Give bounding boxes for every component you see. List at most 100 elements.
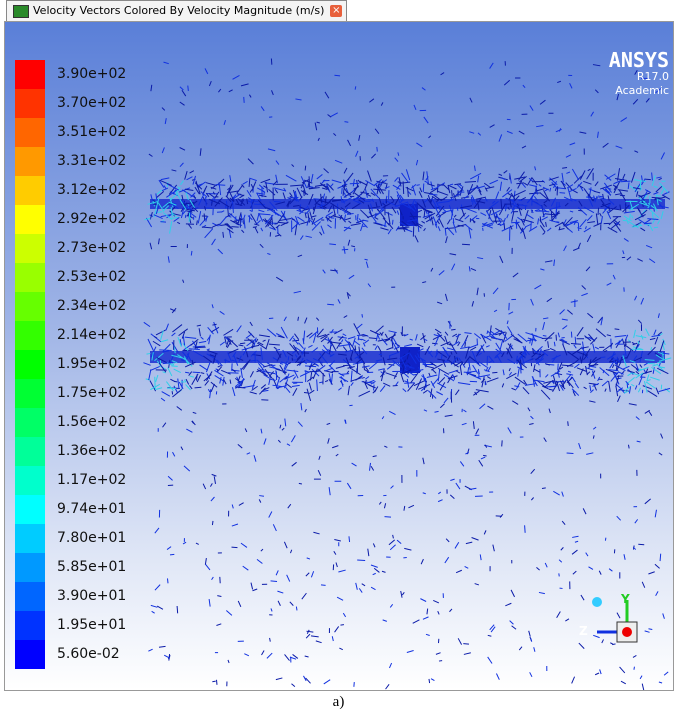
vector	[228, 212, 239, 222]
vector	[404, 380, 409, 383]
vector	[167, 655, 171, 659]
vector	[599, 212, 602, 217]
vector	[232, 351, 237, 358]
vector	[454, 542, 460, 549]
vector	[340, 215, 346, 223]
vector	[446, 355, 451, 362]
vector	[400, 331, 403, 337]
vector	[351, 245, 356, 248]
vector	[194, 186, 200, 195]
vector	[192, 411, 197, 414]
vector	[218, 88, 222, 93]
vector	[310, 173, 314, 182]
vector	[194, 341, 198, 349]
vector	[482, 221, 488, 226]
vector	[430, 678, 435, 682]
vector	[267, 208, 274, 211]
vector	[465, 207, 477, 214]
vector	[603, 182, 612, 193]
vector	[249, 209, 253, 213]
vector	[246, 189, 252, 198]
vector	[263, 374, 270, 379]
vector	[270, 608, 273, 612]
vector	[260, 178, 271, 184]
vector	[258, 194, 267, 198]
vector	[587, 168, 591, 172]
color-swatch	[15, 640, 45, 669]
vector	[424, 212, 436, 220]
colorbar-label: 3.31e+02	[57, 153, 127, 169]
vector	[434, 334, 441, 347]
vector	[499, 339, 504, 351]
vector	[290, 549, 293, 554]
vector	[260, 347, 263, 360]
vector	[414, 235, 419, 243]
vector	[319, 353, 328, 364]
vector	[250, 582, 254, 590]
vector	[627, 370, 635, 374]
vector	[422, 492, 426, 495]
vector	[298, 342, 304, 349]
vector	[180, 359, 185, 362]
vector	[327, 114, 332, 118]
vector	[546, 297, 553, 303]
vector	[460, 346, 470, 349]
vector	[372, 543, 376, 548]
tab[interactable]: Velocity Vectors Colored By Velocity Mag…	[6, 0, 348, 21]
vector	[310, 635, 319, 638]
vector	[231, 387, 236, 397]
vector	[392, 337, 400, 349]
vector	[401, 172, 409, 183]
vector	[268, 343, 280, 346]
vector	[417, 209, 423, 213]
vector	[211, 520, 214, 526]
vector	[450, 356, 458, 365]
vector	[296, 209, 304, 213]
vector	[502, 217, 506, 226]
vector	[172, 451, 176, 457]
vector	[354, 345, 357, 351]
vector	[163, 61, 169, 65]
vector	[645, 223, 649, 226]
vector	[181, 194, 184, 201]
vector	[634, 519, 639, 524]
vector	[585, 552, 589, 557]
vector	[513, 195, 520, 202]
vector	[523, 182, 528, 186]
vector	[155, 198, 160, 210]
vector	[520, 197, 527, 201]
vector	[252, 226, 258, 228]
vector	[229, 192, 235, 202]
vector	[571, 676, 576, 684]
vector	[177, 186, 180, 190]
vector	[236, 325, 242, 333]
vector	[358, 346, 361, 358]
vector	[640, 376, 646, 378]
vector	[477, 352, 483, 356]
vector	[430, 363, 443, 371]
vector	[606, 353, 616, 360]
vector	[664, 387, 671, 393]
vector	[294, 223, 298, 236]
vector	[659, 340, 665, 353]
vector	[532, 376, 535, 387]
vector	[176, 605, 179, 614]
vector	[584, 348, 591, 357]
vector	[358, 588, 363, 593]
vector	[238, 344, 244, 347]
vector	[410, 372, 419, 384]
vector	[222, 231, 225, 238]
vector	[618, 189, 627, 202]
vector	[643, 381, 648, 393]
vector	[499, 181, 503, 192]
vector	[635, 335, 647, 339]
vector	[319, 199, 329, 204]
vector	[353, 340, 361, 346]
vector	[325, 338, 332, 342]
tab-close[interactable]: ×	[330, 5, 343, 17]
vector	[389, 544, 396, 551]
vector	[350, 377, 361, 382]
vector	[221, 369, 231, 375]
vector	[527, 407, 531, 412]
vector	[533, 647, 536, 652]
